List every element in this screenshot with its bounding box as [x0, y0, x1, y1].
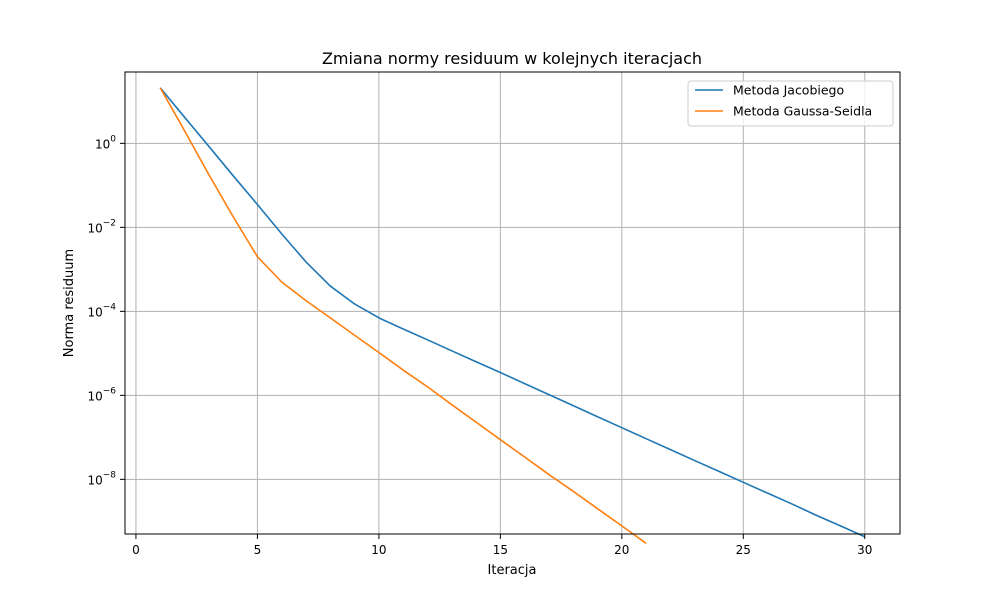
legend-box	[687, 80, 894, 127]
y-tick-base: 10	[95, 137, 110, 151]
series-line-2	[159, 87, 647, 544]
y-tick-base: 10	[87, 305, 102, 319]
y-tick-label: 10−6	[87, 386, 116, 403]
y-tick-exponent: −2	[103, 218, 116, 228]
x-tick-label: 10	[371, 543, 386, 557]
x-tick-label: 20	[614, 543, 629, 557]
series-layer	[159, 87, 866, 544]
y-tick-base: 10	[87, 221, 102, 235]
y-tick-label: 10−4	[87, 302, 116, 319]
x-tick-label: 5	[254, 543, 262, 557]
legend-label: Metoda Jacobiego	[733, 83, 844, 98]
x-tick-label: 30	[857, 543, 872, 557]
x-axis: 0 5 10 15 20 25 30	[132, 534, 872, 557]
x-tick-label: 0	[132, 543, 140, 557]
y-tick-label: 10−8	[87, 470, 116, 487]
y-tick-exponent: 0	[110, 134, 116, 144]
x-tick-label: 15	[493, 543, 508, 557]
chart-title: Zmiana normy residuum w kolejnych iterac…	[322, 49, 702, 68]
y-tick-exponent: −8	[103, 470, 117, 480]
plot-frame	[124, 71, 901, 535]
y-tick-exponent: −4	[103, 302, 117, 312]
legend-label: Metoda Gaussa-Seidla	[733, 104, 872, 119]
y-axis-label: Norma residuum	[62, 249, 77, 357]
series-line-1	[159, 87, 866, 538]
x-tick-label: 25	[736, 543, 751, 557]
y-tick-base: 10	[87, 473, 102, 487]
y-tick-label: 100	[95, 134, 116, 151]
y-tick-base: 10	[87, 389, 102, 403]
y-tick-exponent: −6	[103, 386, 117, 396]
grid-lines	[125, 72, 900, 534]
legend: Metoda Jacobiego Metoda Gaussa-Seidla	[687, 80, 894, 127]
x-axis-label: Iteracja	[488, 563, 537, 578]
y-tick-label: 10−2	[87, 218, 116, 235]
